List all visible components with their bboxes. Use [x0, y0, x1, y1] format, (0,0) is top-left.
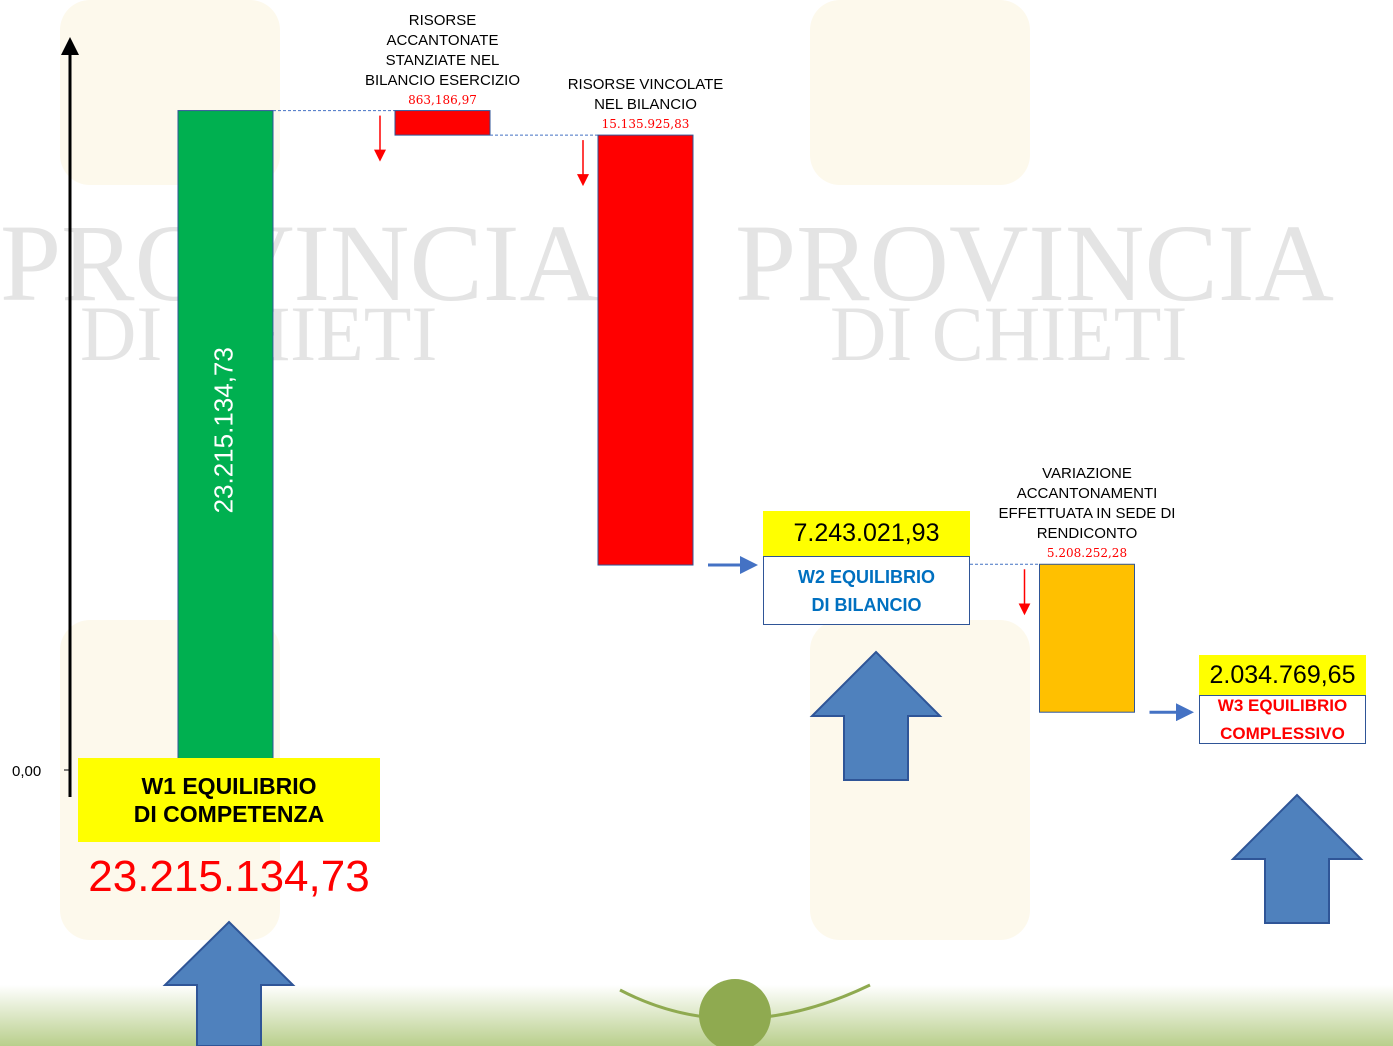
total-value: 23.215.134,73	[88, 852, 370, 901]
bar-value-label: 23.215.134,73	[208, 347, 238, 513]
category-label: VARIAZIONE ACCANTONAMENTI EFFETTUATA IN …	[998, 465, 1176, 543]
value-label: 15.135.925,83	[601, 117, 690, 132]
bar	[597, 134, 694, 566]
total-label: W3 EQUILIBRIO COMPLESSIVO	[1199, 695, 1366, 744]
bar	[394, 110, 491, 136]
bar	[177, 110, 274, 771]
big-arrows	[162, 650, 1364, 1046]
watermark-text: DI CHIETI	[830, 290, 1187, 377]
plot: 0,00 23.215.134,73	[12, 37, 1194, 797]
total-label: W1 EQUILIBRIO DI COMPETENZA	[78, 758, 380, 842]
total-value-box: 7.243.021,93	[763, 511, 970, 556]
total-label: W2 EQUILIBRIO DI BILANCIO	[763, 556, 970, 625]
total-value-box: 2.034.769,65	[1199, 655, 1366, 695]
category-label: RISORSE ACCANTONATE STANZIATE NEL BILANC…	[364, 11, 521, 89]
bar	[1039, 563, 1135, 713]
y-tick-label: 0,00	[12, 763, 41, 780]
category-label: RISORSE VINCOLATE NEL BILANCIO	[567, 76, 724, 114]
value-label: 5.208.252,28	[1046, 546, 1128, 561]
watermark-text: PROVINCIA	[0, 202, 599, 324]
value-label: 863,186,97	[408, 92, 477, 107]
watermark-text: PROVINCIA	[735, 202, 1334, 324]
